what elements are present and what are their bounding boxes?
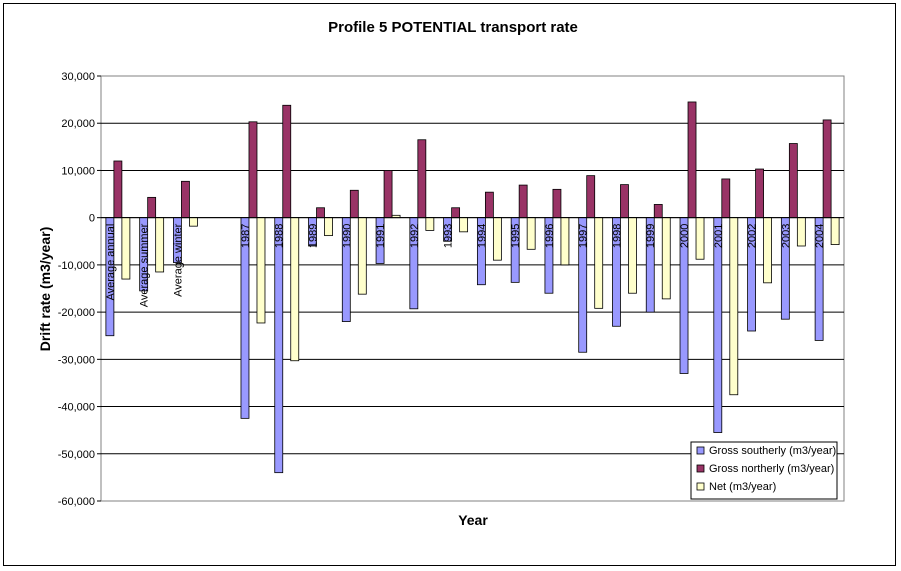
bar-net — [357, 217, 367, 295]
bar-net — [526, 217, 536, 250]
bar-net — [121, 217, 131, 280]
bar-gross-northerly — [451, 207, 461, 219]
category-labels: Average annual Average summer Average wint… — [105, 223, 826, 307]
category-label: 2004 — [814, 224, 826, 248]
category-label: 1987 — [240, 224, 252, 248]
bar-gross-northerly — [586, 175, 596, 219]
category-label: 1990 — [341, 224, 353, 248]
category-label: 1996 — [544, 224, 556, 248]
y-tick-label: 20,000 — [61, 118, 95, 130]
bar-net — [560, 217, 570, 266]
bar-gross-northerly — [282, 104, 292, 219]
bar-gross-northerly — [248, 121, 258, 219]
bar-gross-southerly — [713, 217, 723, 433]
category-label: 1994 — [476, 224, 488, 248]
bar-net — [290, 217, 300, 362]
category-label: 1989 — [308, 224, 320, 248]
legend: Gross southerly (m3/year) Gross northerly… — [690, 441, 838, 500]
bar-net — [763, 217, 772, 284]
legend-swatch — [696, 446, 705, 455]
category-label: Average winter — [172, 223, 184, 297]
category-label: 2002 — [747, 224, 759, 248]
bar-net — [155, 217, 165, 273]
category-label: 1999 — [645, 224, 657, 248]
bar-gross-northerly — [822, 119, 832, 219]
category-label: 2003 — [780, 224, 792, 248]
bar-net — [796, 217, 806, 247]
bar-gross-northerly — [417, 139, 427, 219]
bar-gross-northerly — [620, 184, 629, 219]
bar-gross-northerly — [518, 184, 528, 219]
bar-net — [729, 217, 739, 396]
y-tick-label: 0 — [89, 213, 95, 225]
y-axis-title: Drift rate (m3/year) — [37, 227, 53, 352]
bar-gross-northerly — [113, 160, 123, 219]
bar-net — [594, 217, 604, 309]
legend-label: Gross northerly (m3/year) — [709, 463, 834, 475]
bar-gross-northerly — [653, 204, 663, 219]
bar-gross-northerly — [383, 170, 393, 219]
category-label: 2001 — [713, 224, 725, 248]
y-tick-label: -50,000 — [58, 449, 95, 461]
chart-frame: 30,000 20,000 10,000 0 -10,000 -20,000 -30,000… — [3, 3, 896, 566]
bar-gross-northerly — [147, 196, 157, 219]
bar-net — [324, 217, 333, 237]
bar-gross-northerly — [687, 101, 697, 219]
category-label: 1997 — [578, 224, 590, 248]
y-tick-label: -20,000 — [58, 307, 95, 319]
category-label: 1993 — [443, 224, 455, 248]
bar-gross-northerly — [788, 143, 798, 219]
bar-gross-northerly — [552, 188, 562, 219]
chart-title: Profile 5 POTENTIAL transport rate — [328, 19, 578, 36]
bar-net — [425, 217, 435, 231]
bar-gross-southerly — [274, 217, 284, 474]
y-tick-label: -40,000 — [58, 402, 95, 414]
legend-label: Net (m3/year) — [709, 481, 776, 493]
bar-gross-northerly — [755, 168, 764, 219]
bar-gross-northerly — [721, 178, 731, 219]
bar-net — [628, 217, 637, 294]
x-axis-title: Year — [458, 512, 488, 528]
category-label: 1992 — [409, 224, 421, 248]
legend-swatch — [696, 464, 705, 473]
bar-net — [256, 217, 266, 324]
y-tick-label: -30,000 — [58, 354, 95, 366]
category-label: Average annual — [105, 224, 117, 301]
legend-box — [690, 441, 838, 500]
bar-gross-northerly — [484, 191, 494, 219]
bar-net — [830, 217, 840, 245]
category-label: 1988 — [274, 224, 286, 248]
chart-canvas: 30,000 20,000 10,000 0 -10,000 -20,000 -30,000… — [37, 19, 845, 528]
bar-net — [189, 217, 198, 227]
category-label: 2000 — [679, 224, 691, 248]
bar-net — [695, 217, 705, 260]
y-tick-label: -60,000 — [58, 496, 95, 508]
category-label: 1991 — [375, 224, 387, 248]
category-label: 1995 — [510, 224, 522, 248]
bar-net — [459, 217, 469, 233]
y-tick-label: -10,000 — [58, 260, 95, 272]
bar-net — [661, 217, 671, 300]
legend-swatch — [696, 482, 705, 491]
legend-label: Gross southerly (m3/year) — [709, 445, 836, 457]
y-tick-label: 10,000 — [61, 165, 95, 177]
bar-net — [492, 217, 502, 261]
bar-gross-northerly — [316, 207, 325, 219]
category-label: Average summer — [139, 223, 151, 307]
bar-gross-northerly — [349, 189, 359, 219]
category-label: 1998 — [611, 224, 623, 248]
y-tick-label: 30,000 — [61, 71, 95, 83]
bars — [105, 101, 840, 474]
bar-gross-northerly — [181, 180, 190, 219]
y-tick-labels: 30,000 20,000 10,000 0 -10,000 -20,000 -30,000… — [58, 71, 101, 508]
